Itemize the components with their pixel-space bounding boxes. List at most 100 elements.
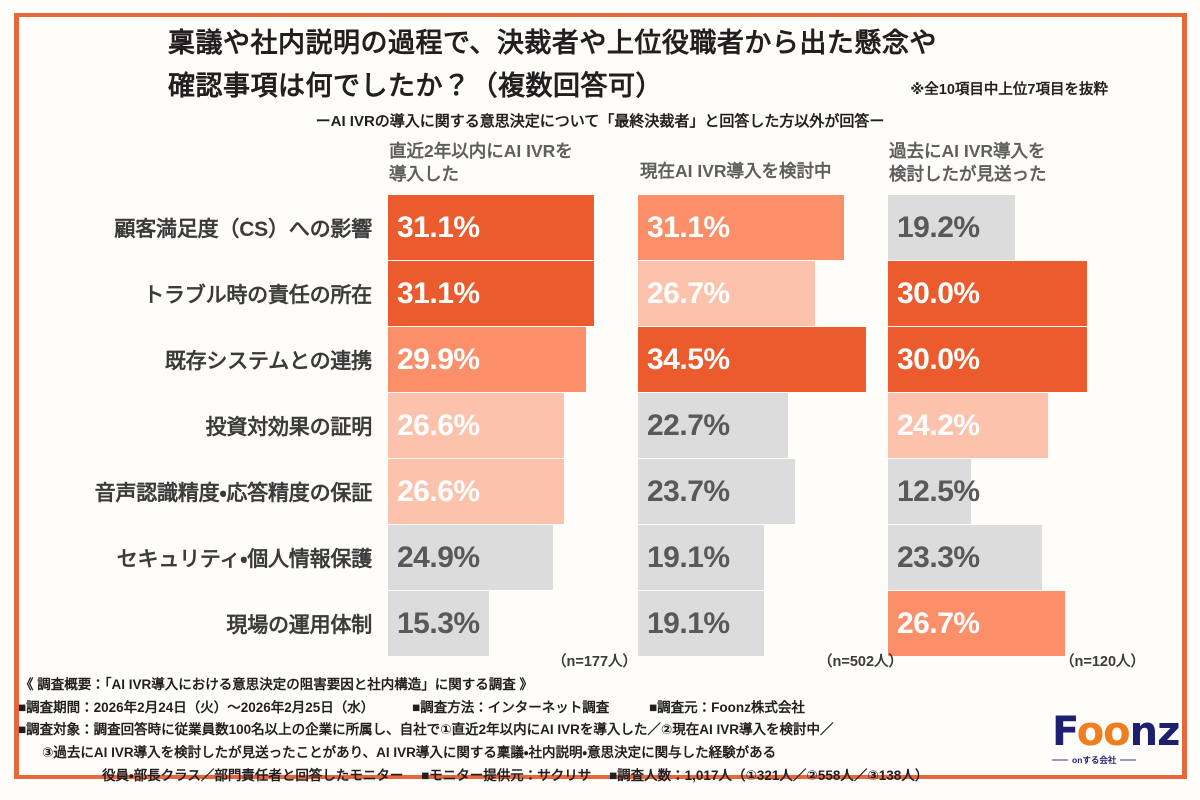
chart-cell: 23.7%: [638, 459, 886, 524]
chart-row: 既存システムとの連携 29.9% 34.5% 30.0%: [0, 327, 1200, 392]
bar: 26.6%: [388, 459, 565, 524]
bar: 34.5%: [638, 327, 867, 392]
logo-tagline: onする会社: [1072, 755, 1117, 765]
footer-period: ■調査期間：2026年2月24日（火）～2026年2月25日（水）: [18, 699, 375, 715]
column-header-1-line-1: 直近2年以内にAI IVRを: [389, 141, 573, 161]
bar-value-label: 23.3%: [897, 540, 980, 574]
bar-value-label: 31.1%: [647, 210, 730, 244]
bar-value-label: 31.1%: [397, 276, 480, 310]
footer-sample-size: ■調査人数：1,017人（①321人／②558人／③138人）: [609, 767, 929, 783]
chart-cell: 26.6%: [388, 393, 636, 458]
bar-chart: 顧客満足度（CS）への影響 31.1% 31.1% 19.2% トラブル時の責任の所在 3…: [0, 195, 1200, 656]
chart-row: 音声認識精度・応答精度の保証 26.6% 23.7% 12.5%: [0, 459, 1200, 524]
bar-value-label: 26.6%: [397, 408, 480, 442]
chart-row: 顧客満足度（CS）への影響 31.1% 31.1% 19.2%: [0, 195, 1200, 260]
footer-meta: ■調査期間：2026年2月24日（火）～2026年2月25日（水） ■調査方法：…: [18, 697, 1178, 720]
chart-cell: 15.3%: [388, 591, 636, 656]
foonz-logo[interactable]: Foonz onする会社: [1052, 709, 1180, 770]
chart-cell: 34.5%: [638, 327, 886, 392]
row-label: 投資対効果の証明: [205, 415, 373, 439]
footer-target-line-2: ③過去にAI IVR導入を検討したが見送ったことがあり、AI IVR導入に関する…: [42, 745, 777, 761]
bar: 31.1%: [388, 261, 594, 326]
bar: 26.6%: [388, 393, 565, 458]
bar: 23.3%: [888, 525, 1043, 590]
footer-source: ■調査元：Foonz株式会社: [648, 699, 805, 715]
bar: 30.0%: [888, 261, 1087, 326]
bar: 19.2%: [888, 195, 1016, 260]
logo-rule-right-icon: [1120, 759, 1137, 761]
bar-value-label: 23.7%: [647, 474, 730, 508]
column-header-1: 直近2年以内にAI IVRを 導入した: [389, 140, 629, 186]
row-label: トラブル時の責任の所在: [143, 283, 372, 307]
frame-border-bottom: [14, 775, 1187, 779]
column-header-3-line-1: 過去にAI IVR導入を: [889, 141, 1046, 161]
chart-cell: 24.2%: [888, 393, 1136, 458]
bar: 24.9%: [388, 525, 553, 590]
chart-cell: 31.1%: [388, 195, 636, 260]
n-label-series-3: （n=120人）: [1060, 654, 1146, 670]
bar: 30.0%: [888, 327, 1087, 392]
frame-border-right: [1182, 13, 1187, 779]
chart-cell: 22.7%: [638, 393, 886, 458]
footer-target-line-3-group: 役員・部長クラス／部門責任者と回答したモニター ■モニター提供元：サクリサ ■調…: [18, 765, 1178, 788]
bar-value-label: 15.3%: [397, 606, 480, 640]
footer-monitor-provider: ■モニター提供元：サクリサ: [421, 767, 592, 783]
row-label: 音声認識精度・応答精度の保証: [94, 481, 373, 505]
bar: 26.7%: [638, 261, 815, 326]
bar-value-label: 31.1%: [397, 210, 480, 244]
logo-part-1: F: [1052, 709, 1078, 755]
title-note: ※全10項目中上位7項目を抜粋: [910, 82, 1108, 98]
chart-cell: 19.1%: [638, 525, 886, 590]
bar-value-label: 30.0%: [897, 276, 980, 310]
chart-cell: 31.1%: [638, 195, 886, 260]
row-label: 現場の運用体制: [226, 613, 372, 637]
footer-notes: 《 調査概要：「AI IVR導入における意思決定の阻害要因と社内構造」に関する調…: [18, 674, 1178, 787]
chart-cell: 31.1%: [388, 261, 636, 326]
row-label: セキュリティ・個人情報保護: [116, 547, 372, 571]
chart-cell: 12.5%: [888, 459, 1136, 524]
bar: 22.7%: [638, 393, 789, 458]
chart-cell: 30.0%: [888, 327, 1136, 392]
bar-value-label: 29.9%: [397, 342, 480, 376]
footer-method: ■調査方法：インターネット調査: [412, 699, 610, 715]
bar-value-label: 19.2%: [897, 210, 980, 244]
chart-cell: 30.0%: [888, 261, 1136, 326]
frame-border-top: [14, 13, 1187, 17]
chart-cell: 24.9%: [388, 525, 636, 590]
title-line-2: 確認事項は何でしたか？（複数回答可）: [168, 70, 663, 101]
bar-value-label: 12.5%: [897, 474, 980, 508]
chart-cell: 19.1%: [638, 591, 886, 656]
bar-value-label: 34.5%: [647, 342, 730, 376]
footer-target-line-3: 役員・部長クラス／部門責任者と回答したモニター: [102, 767, 404, 783]
chart-cell: 23.3%: [888, 525, 1136, 590]
bar: 19.1%: [638, 525, 765, 590]
chart-row: 現場の運用体制 15.3% 19.1% 26.7%: [0, 591, 1200, 656]
chart-cell: 19.2%: [888, 195, 1136, 260]
bar: 31.1%: [638, 195, 844, 260]
chart-row: トラブル時の責任の所在 31.1% 26.7% 30.0%: [0, 261, 1200, 326]
title-line-1: 稟議や社内説明の過程で、決裁者や上位役職者から出た懸念や: [168, 28, 937, 58]
logo-tagline-row: onする会社: [1052, 754, 1176, 766]
frame-border-left: [14, 13, 19, 779]
chart-row: セキュリティ・個人情報保護 24.9% 19.1% 23.3%: [0, 525, 1200, 590]
chart-row: 投資対効果の証明 26.6% 22.7% 24.2%: [0, 393, 1200, 458]
logo-rule-left-icon: [1052, 759, 1068, 761]
column-header-3-line-2: 検討したが見送った: [889, 164, 1047, 185]
bar-value-label: 30.0%: [897, 342, 980, 376]
column-header-1-line-2: 導入した: [389, 164, 459, 185]
column-header-2: 現在AI IVR導入を検討中: [640, 160, 890, 183]
footer-overview: 《 調査概要：「AI IVR導入における意思決定の阻害要因と社内構造」に関する調…: [20, 677, 534, 692]
bar: 31.1%: [388, 195, 594, 260]
n-label-series-2: （n=502人）: [818, 654, 904, 670]
bar-value-label: 26.6%: [397, 474, 480, 508]
bar-value-label: 19.1%: [647, 540, 730, 574]
bar-value-label: 26.7%: [647, 276, 730, 310]
chart-cell: 26.7%: [888, 591, 1136, 656]
chart-cell: 26.7%: [638, 261, 886, 326]
bar: 12.5%: [888, 459, 980, 524]
row-label: 顧客満足度（CS）への影響: [114, 217, 372, 241]
logo-part-3: nz: [1129, 709, 1181, 755]
n-label-series-1: （n=177人）: [552, 654, 638, 670]
bar: 24.2%: [888, 393, 1049, 458]
